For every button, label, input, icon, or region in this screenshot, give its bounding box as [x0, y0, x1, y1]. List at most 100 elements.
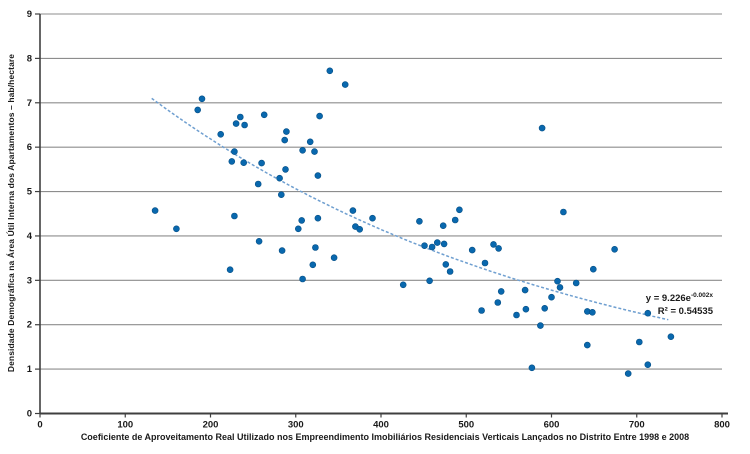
data-point	[548, 293, 555, 301]
data-point	[349, 207, 357, 214]
y-tick-label-0: 0	[27, 409, 32, 420]
data-point	[635, 338, 643, 346]
data-point	[299, 275, 306, 283]
data-point	[311, 148, 318, 155]
data-point	[298, 217, 306, 224]
y-tick-label-9: 9	[27, 9, 32, 20]
data-point	[468, 246, 476, 254]
data-point	[537, 322, 544, 329]
data-point	[316, 112, 323, 120]
data-point	[226, 266, 234, 274]
data-point	[173, 225, 180, 233]
data-point	[356, 226, 364, 233]
data-point	[481, 259, 489, 267]
data-point	[369, 214, 376, 222]
x-tick-label-700: 700	[629, 420, 645, 431]
data-point	[497, 288, 505, 295]
data-point	[260, 111, 268, 119]
data-point	[426, 277, 433, 285]
data-point	[490, 241, 497, 248]
data-point	[583, 341, 591, 349]
x-tick-label-500: 500	[458, 420, 474, 431]
data-point	[644, 361, 652, 369]
data-point	[276, 174, 283, 182]
data-point	[589, 265, 597, 273]
data-point	[667, 333, 675, 341]
data-point	[521, 286, 529, 294]
data-point	[456, 206, 463, 214]
data-point	[278, 247, 286, 254]
y-tick-label-7: 7	[27, 98, 32, 109]
data-point	[240, 159, 247, 166]
data-point	[522, 305, 530, 313]
data-point	[589, 308, 596, 316]
data-point	[231, 212, 238, 220]
data-point	[341, 81, 349, 88]
data-point	[231, 148, 238, 155]
y-tick-label-3: 3	[27, 275, 32, 286]
data-point	[283, 128, 290, 135]
data-point	[624, 370, 632, 377]
data-point	[428, 243, 436, 251]
data-point	[451, 216, 459, 224]
x-tick-label-100: 100	[117, 420, 133, 431]
r-squared-label: R² = 0.54535	[657, 305, 713, 317]
y-tick-label-4: 4	[27, 231, 33, 242]
data-point	[232, 120, 240, 127]
data-point	[151, 207, 159, 214]
data-point	[281, 136, 289, 144]
y-tick-label-1: 1	[27, 364, 33, 375]
data-point	[495, 245, 502, 252]
data-point	[399, 281, 407, 289]
data-point	[314, 172, 322, 179]
trendline-curve	[151, 97, 669, 321]
y-tick-label-6: 6	[27, 142, 32, 153]
data-point	[228, 158, 236, 165]
y-tick-label-5: 5	[27, 187, 33, 198]
data-point	[556, 284, 564, 291]
y-tick-label-2: 2	[27, 320, 32, 331]
data-point	[538, 124, 546, 132]
x-axis-title: Coeficiente de Aproveitamento Real Utili…	[80, 432, 690, 442]
data-point	[282, 166, 289, 173]
data-point	[198, 95, 206, 103]
data-point	[241, 121, 248, 129]
data-point	[306, 138, 314, 146]
data-point	[611, 246, 618, 253]
data-point	[309, 261, 317, 269]
data-point	[299, 147, 306, 154]
data-point	[554, 277, 561, 285]
data-point	[644, 309, 652, 317]
equation-exponent: -0.002x	[690, 291, 713, 299]
data-point	[326, 67, 334, 75]
x-tick-label-800: 800	[714, 420, 730, 431]
data-point	[478, 307, 485, 314]
data-point	[513, 311, 520, 319]
data-point	[255, 238, 263, 245]
data-point	[560, 208, 567, 216]
data-point	[217, 131, 224, 138]
x-tick-label-400: 400	[373, 420, 389, 431]
x-tick-label-200: 200	[203, 420, 219, 431]
data-point	[439, 222, 447, 229]
data-point	[194, 106, 201, 114]
data-point	[294, 225, 302, 233]
data-point	[541, 304, 549, 312]
data-point	[421, 242, 428, 249]
data-point	[312, 244, 319, 251]
data-point	[416, 218, 423, 225]
data-point	[528, 364, 536, 372]
x-tick-label-300: 300	[288, 420, 304, 431]
data-point	[440, 240, 448, 248]
data-point	[254, 180, 262, 188]
data-point	[330, 254, 338, 262]
data-point	[314, 214, 322, 222]
x-tick-label-0: 0	[37, 420, 42, 431]
data-point	[442, 261, 450, 268]
y-axis-title: Densidade Demográfica na Área Útil Inter…	[6, 53, 16, 373]
x-tick-label-600: 600	[544, 420, 560, 431]
data-point	[433, 239, 441, 246]
data-point	[494, 299, 502, 306]
